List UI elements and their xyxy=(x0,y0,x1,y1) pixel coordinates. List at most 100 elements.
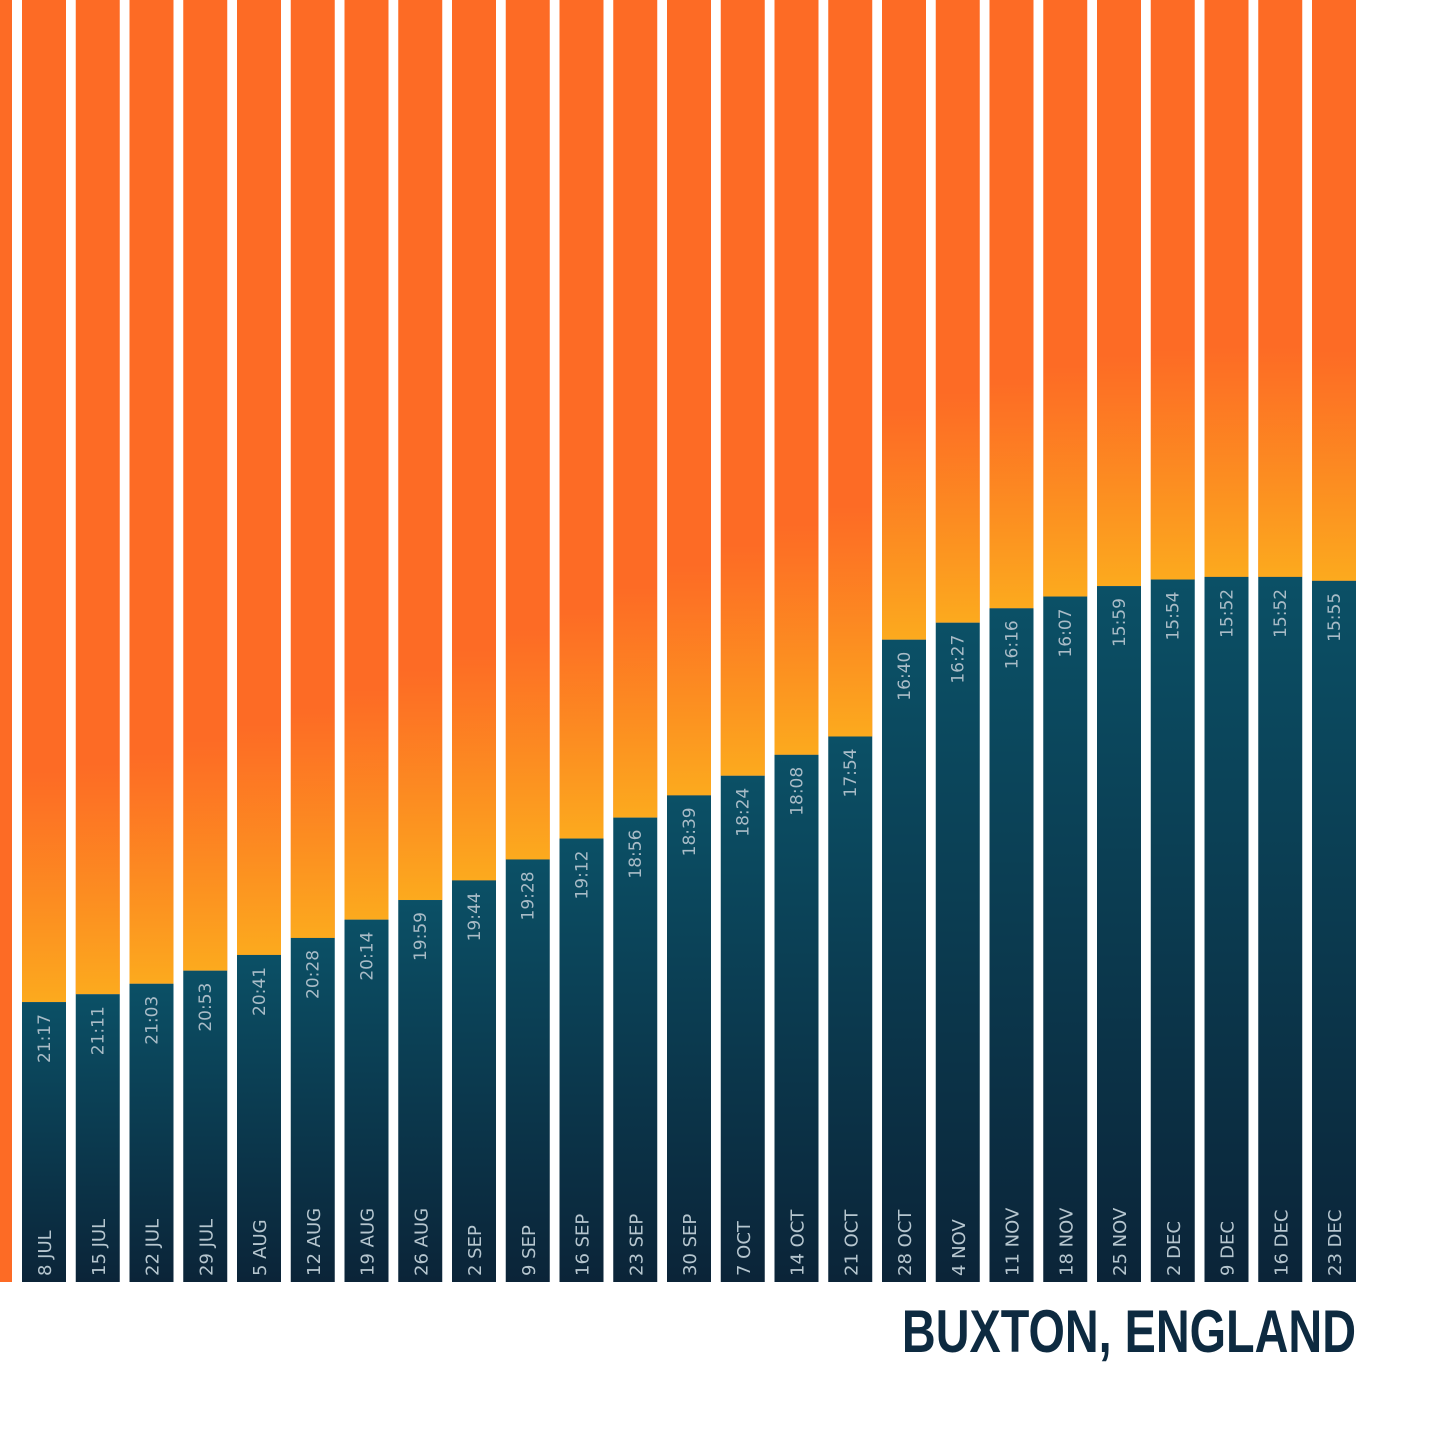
x-tick-label: 7 OCT xyxy=(734,1220,755,1276)
x-tick-label: 23 SEP xyxy=(626,1214,647,1276)
value-label: 20:41 xyxy=(250,967,270,1016)
bar-glow xyxy=(290,707,335,938)
x-tick-label: 9 SEP xyxy=(519,1225,540,1276)
value-label: 15:54 xyxy=(1164,592,1184,641)
bar xyxy=(290,937,335,1282)
x-tick-label: 16 SEP xyxy=(573,1214,594,1276)
value-label: 16:27 xyxy=(949,635,969,684)
bar-glow xyxy=(129,753,174,984)
bar-glow xyxy=(505,629,550,860)
bar-glow xyxy=(1150,349,1195,580)
bar-glow xyxy=(882,409,926,640)
bar-glow xyxy=(183,740,228,971)
bar-glow xyxy=(452,650,496,881)
value-label: 19:28 xyxy=(519,871,539,920)
bar-glow xyxy=(1097,356,1141,587)
value-label: 15:52 xyxy=(1271,589,1291,638)
value-label: 19:59 xyxy=(411,912,431,961)
x-tick-label: 8 JUL xyxy=(35,1230,56,1276)
chart-title: BUXTON, ENGLAND xyxy=(902,1298,1356,1365)
bar xyxy=(1258,576,1303,1282)
x-tick-label: 5 AUG xyxy=(250,1219,271,1276)
bar xyxy=(1043,596,1088,1282)
value-label: 20:14 xyxy=(358,932,378,981)
bar-glow xyxy=(774,524,819,755)
x-tick-label: 2 DEC xyxy=(1164,1221,1185,1276)
x-tick-label: 29 JUL xyxy=(196,1219,217,1276)
value-label: 15:52 xyxy=(1218,589,1238,638)
bar xyxy=(1204,576,1249,1282)
value-label: 16:07 xyxy=(1056,609,1076,658)
value-label: 21:11 xyxy=(89,1006,109,1055)
bar-glow xyxy=(613,587,658,818)
bar-glow xyxy=(75,764,120,995)
value-label: 20:53 xyxy=(196,983,216,1032)
bar xyxy=(22,1002,66,1282)
x-tick-label: 26 AUG xyxy=(411,1208,432,1276)
bar-glow xyxy=(935,392,980,623)
value-label: 15:59 xyxy=(1110,598,1130,647)
x-tick-label: 16 DEC xyxy=(1271,1210,1292,1276)
bar xyxy=(75,994,120,1282)
bar xyxy=(1097,586,1141,1282)
x-tick-label: 23 DEC xyxy=(1325,1210,1346,1276)
bar-glow xyxy=(1258,346,1303,577)
bar-glow xyxy=(559,608,604,839)
value-label: 16:40 xyxy=(895,652,915,701)
value-label: 19:12 xyxy=(573,851,593,900)
bar-glow xyxy=(398,670,443,901)
value-label: 16:16 xyxy=(1003,620,1023,669)
x-tick-label: 11 NOV xyxy=(1003,1207,1024,1276)
x-tick-label: 18 NOV xyxy=(1056,1207,1077,1276)
bar xyxy=(237,954,281,1282)
value-label: 18:24 xyxy=(734,788,754,837)
value-label: 15:55 xyxy=(1325,593,1345,642)
bar xyxy=(828,736,873,1282)
bar-glow xyxy=(237,724,281,955)
bar xyxy=(774,754,819,1282)
bar xyxy=(1312,580,1356,1282)
bar xyxy=(505,859,550,1282)
bar xyxy=(183,970,228,1282)
value-label: 18:39 xyxy=(680,807,700,856)
x-tick-label: 15 JUL xyxy=(89,1219,110,1276)
value-label: 21:03 xyxy=(143,996,163,1045)
x-tick-label: 9 DEC xyxy=(1218,1221,1239,1276)
x-tick-label: 12 AUG xyxy=(304,1208,325,1276)
value-label: 21:17 xyxy=(35,1014,55,1063)
bar xyxy=(989,608,1034,1282)
x-tick-label: 2 SEP xyxy=(465,1225,486,1276)
bar xyxy=(344,919,389,1282)
bar-glow xyxy=(1204,346,1249,577)
bar-glow xyxy=(344,689,389,920)
bar xyxy=(452,880,496,1282)
edge-bar xyxy=(0,0,12,1282)
value-label: 18:56 xyxy=(626,830,646,879)
bar-glow xyxy=(720,545,765,776)
x-tick-label: 19 AUG xyxy=(358,1208,379,1276)
bar xyxy=(1150,579,1195,1282)
bar-glow xyxy=(828,506,873,737)
bar xyxy=(398,900,443,1282)
bar xyxy=(882,639,926,1282)
bar-glow xyxy=(1043,366,1088,597)
bar xyxy=(720,775,765,1282)
bar xyxy=(129,983,174,1282)
x-tick-label: 22 JUL xyxy=(143,1219,164,1276)
x-tick-label: 14 OCT xyxy=(788,1209,809,1276)
bar-glow xyxy=(1312,350,1356,581)
value-label: 20:28 xyxy=(304,950,324,999)
x-tick-label: 28 OCT xyxy=(895,1209,916,1276)
bar-glow xyxy=(989,378,1034,609)
value-label: 17:54 xyxy=(841,748,861,797)
x-tick-label: 25 NOV xyxy=(1110,1207,1131,1276)
bar-glow xyxy=(667,565,711,796)
x-tick-label: 30 SEP xyxy=(680,1214,701,1276)
value-label: 19:44 xyxy=(465,892,485,941)
bar xyxy=(559,838,604,1282)
x-tick-label: 21 OCT xyxy=(841,1209,862,1276)
value-label: 18:08 xyxy=(788,767,808,816)
x-tick-label: 4 NOV xyxy=(949,1219,970,1276)
bar xyxy=(667,795,711,1282)
